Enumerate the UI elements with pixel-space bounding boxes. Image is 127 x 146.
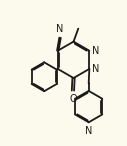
Text: N: N [85, 126, 92, 136]
Text: O: O [69, 94, 77, 104]
Text: N: N [56, 24, 64, 34]
Text: N: N [92, 64, 99, 74]
Text: N: N [92, 46, 99, 56]
